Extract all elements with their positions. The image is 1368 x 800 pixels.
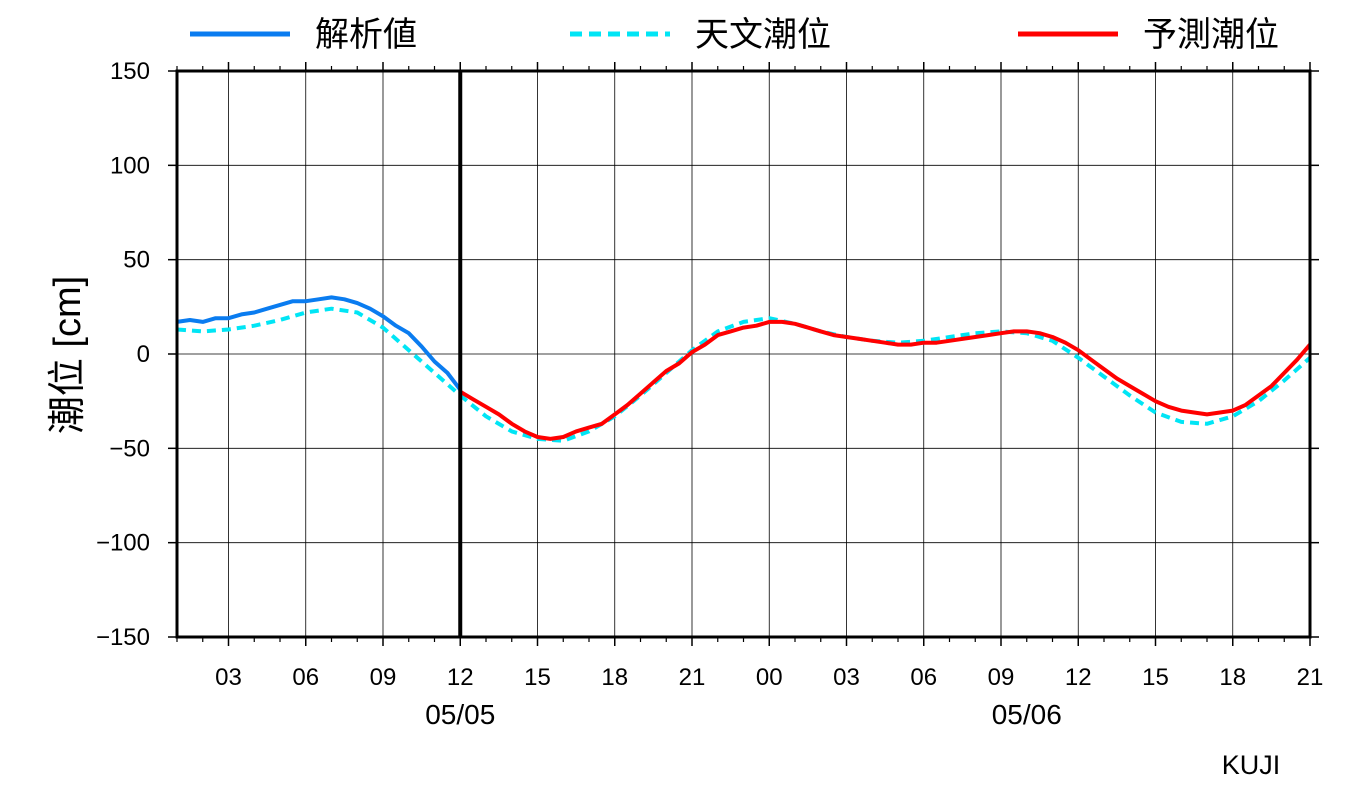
x-tick-label: 03 [833,664,860,691]
x-tick-label: 12 [1065,664,1092,691]
y-tick-labels: 150 100 50 0 −50 −100 −150 [96,58,150,651]
station-label: KUJI [1222,750,1281,780]
series-line-2 [459,319,1312,441]
axis-ticks [168,62,1319,646]
x-tick-label: 09 [988,664,1015,691]
y-tick-label: −100 [96,530,150,557]
x-tick-label: 21 [679,664,706,691]
y-axis-label: 潮位 [cm] [47,276,89,434]
date-label: 05/06 [992,699,1062,730]
series-layer [176,295,1312,443]
grid [177,70,1311,638]
x-tick-labels: 03 06 09 12 15 18 21 00 03 06 09 12 15 18 21 [215,664,1323,691]
legend-label-0: 解析値 [315,15,417,55]
x-tick-label: 00 [756,664,783,691]
x-tick-label: 18 [1219,664,1246,691]
y-tick-label: 100 [110,152,150,179]
x-tick-label: 21 [1297,664,1324,691]
legend: 解析値 天文潮位 予測潮位 [190,15,1279,55]
x-tick-label: 18 [601,664,628,691]
x-tick-label: 06 [292,664,319,691]
x-tick-label: 15 [524,664,551,691]
x-tick-label: 03 [215,664,242,691]
date-labels: 05/05 05/06 [425,699,1062,730]
y-tick-label: 50 [123,247,150,274]
y-tick-label: −150 [96,624,150,651]
y-tick-label: 0 [137,341,150,368]
x-tick-label: 09 [370,664,397,691]
x-tick-label: 12 [447,664,474,691]
legend-label-2: 予測潮位 [1143,15,1279,55]
legend-label-1: 天文潮位 [695,15,831,55]
y-tick-label: 150 [110,58,150,85]
date-label: 05/05 [425,699,495,730]
x-tick-label: 06 [910,664,937,691]
series-line-1 [176,306,1312,443]
y-tick-label: −50 [109,435,150,462]
series-line-0 [176,295,462,392]
x-tick-label: 15 [1142,664,1169,691]
